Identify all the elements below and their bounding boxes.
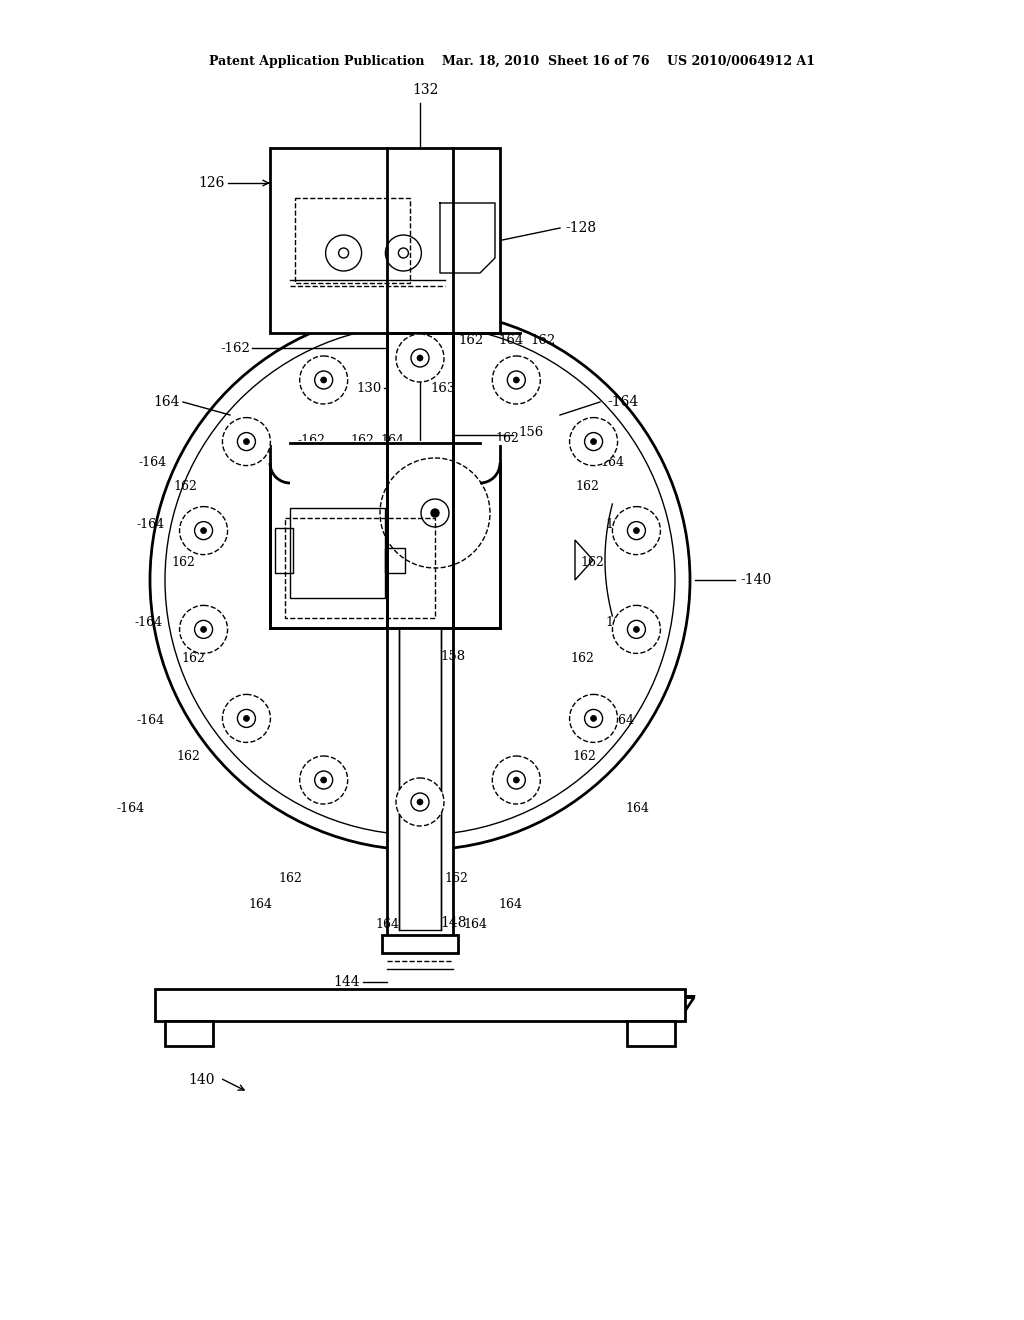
Text: 148: 148	[440, 916, 467, 931]
Text: 128a: 128a	[330, 180, 364, 193]
Text: 162: 162	[458, 334, 483, 347]
Text: 164: 164	[498, 899, 522, 912]
Text: 144: 144	[334, 975, 360, 989]
Circle shape	[300, 756, 348, 804]
Circle shape	[222, 694, 270, 742]
Text: 164: 164	[375, 919, 399, 932]
Text: 164: 164	[625, 801, 649, 814]
Text: -164: -164	[139, 455, 167, 469]
Circle shape	[612, 606, 660, 653]
Text: 132: 132	[412, 83, 438, 96]
Bar	[270, 444, 500, 628]
Circle shape	[396, 334, 444, 381]
Circle shape	[244, 438, 250, 445]
Text: 162: 162	[575, 480, 599, 494]
Text: 162: 162	[350, 433, 374, 446]
Text: -140: -140	[740, 573, 771, 587]
Circle shape	[201, 528, 207, 533]
Text: 163: 163	[430, 381, 456, 395]
Text: 162: 162	[580, 556, 604, 569]
Circle shape	[244, 715, 250, 722]
Circle shape	[591, 438, 597, 445]
Text: 164: 164	[380, 433, 404, 446]
Circle shape	[634, 627, 639, 632]
Bar	[275, 528, 293, 573]
Text: -162: -162	[220, 342, 250, 355]
Text: 164: 164	[463, 919, 487, 932]
Circle shape	[321, 777, 327, 783]
Text: 156: 156	[518, 426, 544, 440]
Circle shape	[569, 417, 617, 466]
Text: 162: 162	[530, 334, 555, 347]
Bar	[285, 517, 435, 618]
Text: 164: 164	[248, 899, 272, 912]
Text: 162: 162	[171, 556, 195, 569]
Text: -164: -164	[137, 519, 165, 532]
Text: 164: 164	[610, 714, 634, 726]
Circle shape	[396, 777, 444, 826]
Circle shape	[179, 507, 227, 554]
Text: 162: 162	[572, 751, 596, 763]
Circle shape	[201, 627, 207, 632]
Circle shape	[417, 355, 423, 360]
Text: -164: -164	[117, 801, 145, 814]
Text: 162: 162	[173, 480, 197, 494]
Circle shape	[493, 356, 541, 404]
Text: 126: 126	[199, 176, 225, 190]
Text: 162: 162	[444, 871, 468, 884]
Bar	[627, 1020, 675, 1045]
Text: 162: 162	[495, 432, 519, 445]
Text: 162: 162	[570, 652, 594, 664]
Circle shape	[222, 417, 270, 466]
Text: 150: 150	[300, 457, 326, 470]
Bar	[295, 198, 410, 282]
Text: 164: 164	[605, 615, 629, 628]
Text: 140: 140	[188, 1073, 215, 1086]
Text: 164: 164	[154, 395, 180, 409]
Text: 164: 164	[605, 519, 629, 532]
Text: 164: 164	[600, 455, 624, 469]
Text: FIG.17: FIG.17	[583, 994, 697, 1026]
Circle shape	[179, 606, 227, 653]
Bar	[270, 148, 500, 333]
Text: 164: 164	[498, 334, 523, 347]
Text: 160: 160	[300, 474, 326, 487]
Text: Patent Application Publication    Mar. 18, 2010  Sheet 16 of 76    US 2010/00649: Patent Application Publication Mar. 18, …	[209, 55, 815, 69]
Circle shape	[513, 777, 519, 783]
Text: 130: 130	[356, 381, 382, 395]
Bar	[165, 1020, 213, 1045]
Text: -162: -162	[297, 433, 325, 446]
Text: -164: -164	[607, 395, 638, 409]
Bar	[399, 628, 441, 931]
Text: 162: 162	[176, 751, 200, 763]
Bar	[155, 989, 685, 1020]
Circle shape	[417, 799, 423, 805]
Circle shape	[321, 378, 327, 383]
Circle shape	[591, 715, 597, 722]
Circle shape	[431, 510, 439, 517]
Circle shape	[300, 356, 348, 404]
Text: 158: 158	[440, 649, 465, 663]
Text: -164: -164	[137, 714, 165, 726]
Bar	[387, 148, 453, 935]
Text: -164: -164	[135, 615, 163, 628]
Text: 162: 162	[181, 652, 205, 664]
Circle shape	[569, 694, 617, 742]
Circle shape	[150, 310, 690, 850]
Text: 162: 162	[279, 871, 302, 884]
Circle shape	[634, 528, 639, 533]
Bar	[385, 548, 406, 573]
Text: -128: -128	[565, 220, 596, 235]
Bar	[290, 508, 385, 598]
Circle shape	[513, 378, 519, 383]
Bar	[382, 935, 458, 953]
Circle shape	[493, 756, 541, 804]
Circle shape	[612, 507, 660, 554]
